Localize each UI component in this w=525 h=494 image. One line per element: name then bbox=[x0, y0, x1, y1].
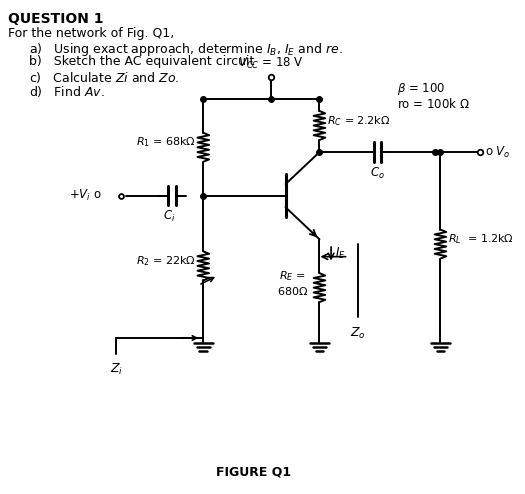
Text: $R_2$ = 22k$\Omega$: $R_2$ = 22k$\Omega$ bbox=[135, 254, 195, 268]
Text: $Z_i$: $Z_i$ bbox=[110, 362, 123, 377]
Text: $R_L$  = 1.2k$\Omega$: $R_L$ = 1.2k$\Omega$ bbox=[448, 232, 514, 246]
Text: ro = 100k $\Omega$: ro = 100k $\Omega$ bbox=[397, 97, 470, 111]
Text: $\beta$ = 100: $\beta$ = 100 bbox=[397, 81, 445, 97]
Text: d)   Find $Av$.: d) Find $Av$. bbox=[29, 84, 105, 99]
Text: For the network of Fig. Q1,: For the network of Fig. Q1, bbox=[8, 27, 174, 40]
Text: c)   Calculate $Zi$ and $Zo$.: c) Calculate $Zi$ and $Zo$. bbox=[29, 70, 180, 85]
Text: $R_E$ =
680$\Omega$: $R_E$ = 680$\Omega$ bbox=[277, 269, 308, 297]
Text: $Z_o$: $Z_o$ bbox=[350, 327, 366, 341]
Text: b)   Sketch the AC equivalent circuit: b) Sketch the AC equivalent circuit bbox=[29, 55, 255, 68]
Text: +$V_i$ o: +$V_i$ o bbox=[69, 188, 102, 203]
Text: $R_1$ = 68k$\Omega$: $R_1$ = 68k$\Omega$ bbox=[135, 135, 195, 149]
Text: QUESTION 1: QUESTION 1 bbox=[8, 12, 103, 26]
Text: $R_C$ = 2.2k$\Omega$: $R_C$ = 2.2k$\Omega$ bbox=[327, 114, 391, 127]
Text: a)   Using exact approach, determine $I_B$, $I_E$ and $re$.: a) Using exact approach, determine $I_B$… bbox=[29, 41, 343, 58]
Text: $I_E$: $I_E$ bbox=[335, 246, 345, 261]
Text: $C_i$: $C_i$ bbox=[163, 209, 176, 224]
Text: FIGURE Q1: FIGURE Q1 bbox=[216, 465, 291, 478]
Text: $V_{CC}$ = 18 V: $V_{CC}$ = 18 V bbox=[238, 56, 304, 71]
Text: $C_o$: $C_o$ bbox=[370, 165, 385, 181]
Text: o $V_o$: o $V_o$ bbox=[485, 145, 511, 160]
